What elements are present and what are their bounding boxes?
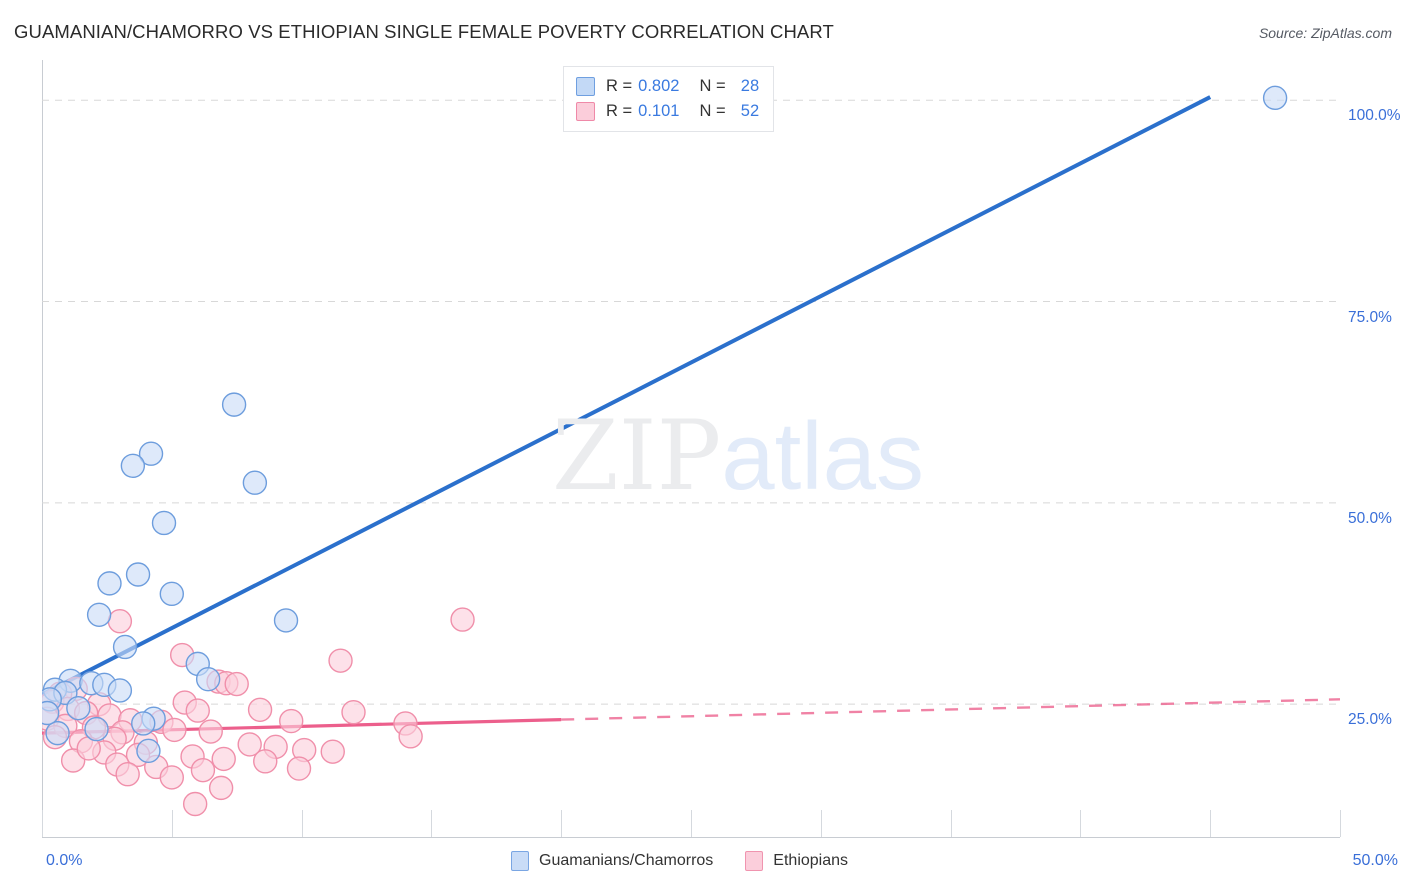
data-point-ethiopians[interactable] xyxy=(162,717,187,743)
n-label-guamanians: N = xyxy=(699,77,726,95)
watermark-zip: ZIP xyxy=(552,400,722,512)
x-axis-tick xyxy=(431,810,433,837)
stats-row-guamanians: R = 0.802 N = 28 xyxy=(576,74,759,99)
watermark-atlas: atlas xyxy=(721,403,924,510)
x-axis-tick xyxy=(820,810,822,837)
n-value-guamanians: 28 xyxy=(740,77,760,95)
page-title: GUAMANIAN/CHAMORRO VS ETHIOPIAN SINGLE F… xyxy=(14,21,834,42)
y-axis-tick-label: 25.0% xyxy=(1348,711,1392,729)
data-point-ethiopians[interactable] xyxy=(159,765,185,790)
plot-area xyxy=(34,60,1341,837)
n-value-ethiopians: 52 xyxy=(740,102,760,120)
series-legend: Guamanians/Chamorros Ethiopians xyxy=(511,851,848,871)
data-point-ethiopians[interactable] xyxy=(328,648,353,673)
y-axis-tick-label: 50.0% xyxy=(1348,509,1392,527)
data-point-guamanians[interactable] xyxy=(195,666,221,692)
data-point-ethiopians[interactable] xyxy=(190,757,216,783)
series-legend-item-ethiopians[interactable]: Ethiopians xyxy=(745,851,848,871)
y-axis-tick-label: 100.0% xyxy=(1348,107,1401,125)
data-point-ethiopians[interactable] xyxy=(198,719,223,744)
x-axis-line xyxy=(42,837,1340,838)
legend-swatch-guamanians-icon xyxy=(576,77,595,96)
data-point-guamanians[interactable] xyxy=(120,453,146,479)
y-axis-tick-label: 75.0% xyxy=(1348,308,1392,326)
trendline-ethiopians-dashed xyxy=(561,698,1341,721)
x-axis-tick xyxy=(691,810,692,837)
data-point-ethiopians[interactable] xyxy=(208,775,234,801)
plot-svg xyxy=(34,85,1341,817)
x-axis-tick xyxy=(171,810,173,837)
data-point-ethiopians[interactable] xyxy=(320,739,345,764)
series-legend-item-guamanians[interactable]: Guamanians/Chamorros xyxy=(511,851,713,871)
data-point-guamanians[interactable] xyxy=(1262,85,1288,111)
watermark: ZIPatlas xyxy=(552,408,924,505)
data-point-guamanians[interactable] xyxy=(151,510,177,536)
data-point-ethiopians[interactable] xyxy=(107,609,133,634)
series-label-guamanians: Guamanians/Chamorros xyxy=(539,852,714,869)
data-point-ethiopians[interactable] xyxy=(398,724,423,749)
data-point-guamanians[interactable] xyxy=(66,695,91,721)
r-label-guamanians: R = xyxy=(606,77,633,95)
data-point-guamanians[interactable] xyxy=(45,720,70,746)
series-swatch-ethiopians-icon xyxy=(745,851,764,871)
data-point-guamanians[interactable] xyxy=(34,700,60,726)
data-point-ethiopians[interactable] xyxy=(237,732,262,757)
data-point-ethiopians[interactable] xyxy=(185,698,210,723)
x-axis-tick xyxy=(301,810,303,837)
stats-row-ethiopians: R = 0.101 N = 52 xyxy=(576,99,759,124)
x-axis-tick xyxy=(1210,810,1212,837)
data-point-guamanians[interactable] xyxy=(84,716,109,742)
data-point-guamanians[interactable] xyxy=(112,634,138,660)
data-point-ethiopians[interactable] xyxy=(341,699,366,725)
r-value-ethiopians: 0.101 xyxy=(638,102,680,120)
trendline-guamanians xyxy=(41,95,1212,697)
x-axis-tick xyxy=(1340,810,1341,837)
data-point-guamanians[interactable] xyxy=(136,738,161,764)
legend-swatch-ethiopians-icon xyxy=(576,102,595,121)
data-point-guamanians[interactable] xyxy=(273,608,299,633)
x-axis-label-min: 0.0% xyxy=(46,852,83,869)
data-point-guamanians[interactable] xyxy=(86,602,112,627)
data-point-ethiopians[interactable] xyxy=(247,697,273,722)
data-point-guamanians[interactable] xyxy=(131,711,156,736)
data-point-ethiopians[interactable] xyxy=(279,708,304,734)
y-axis-line xyxy=(42,60,43,837)
data-point-guamanians[interactable] xyxy=(221,392,247,417)
data-point-guamanians[interactable] xyxy=(97,571,122,596)
data-point-ethiopians[interactable] xyxy=(182,791,208,817)
x-axis-tick xyxy=(42,810,43,837)
stats-legend: R = 0.802 N = 28 R = 0.101 N = 52 xyxy=(563,66,775,132)
series-label-ethiopians: Ethiopians xyxy=(773,852,849,869)
r-label-ethiopians: R = xyxy=(606,102,633,120)
data-point-ethiopians[interactable] xyxy=(286,756,312,781)
data-point-guamanians[interactable] xyxy=(159,581,185,607)
x-axis-tick xyxy=(1080,810,1082,837)
data-point-ethiopians[interactable] xyxy=(224,671,249,697)
source-attribution: Source: ZipAtlas.com xyxy=(1258,25,1392,41)
x-axis-label-max: 50.0% xyxy=(1352,852,1398,869)
x-axis-tick xyxy=(950,810,952,837)
data-point-guamanians[interactable] xyxy=(242,470,268,495)
series-swatch-guamanians-icon xyxy=(511,851,529,871)
data-point-ethiopians[interactable] xyxy=(253,749,278,774)
r-value-guamanians: 0.802 xyxy=(638,77,680,95)
data-point-guamanians[interactable] xyxy=(107,678,133,703)
x-axis-tick xyxy=(561,810,563,837)
data-point-ethiopians[interactable] xyxy=(450,607,475,632)
n-label-ethiopians: N = xyxy=(699,102,726,120)
data-point-guamanians[interactable] xyxy=(125,562,151,587)
data-point-ethiopians[interactable] xyxy=(211,746,236,772)
data-point-guamanians[interactable] xyxy=(138,441,164,466)
data-point-ethiopians[interactable] xyxy=(115,761,140,787)
